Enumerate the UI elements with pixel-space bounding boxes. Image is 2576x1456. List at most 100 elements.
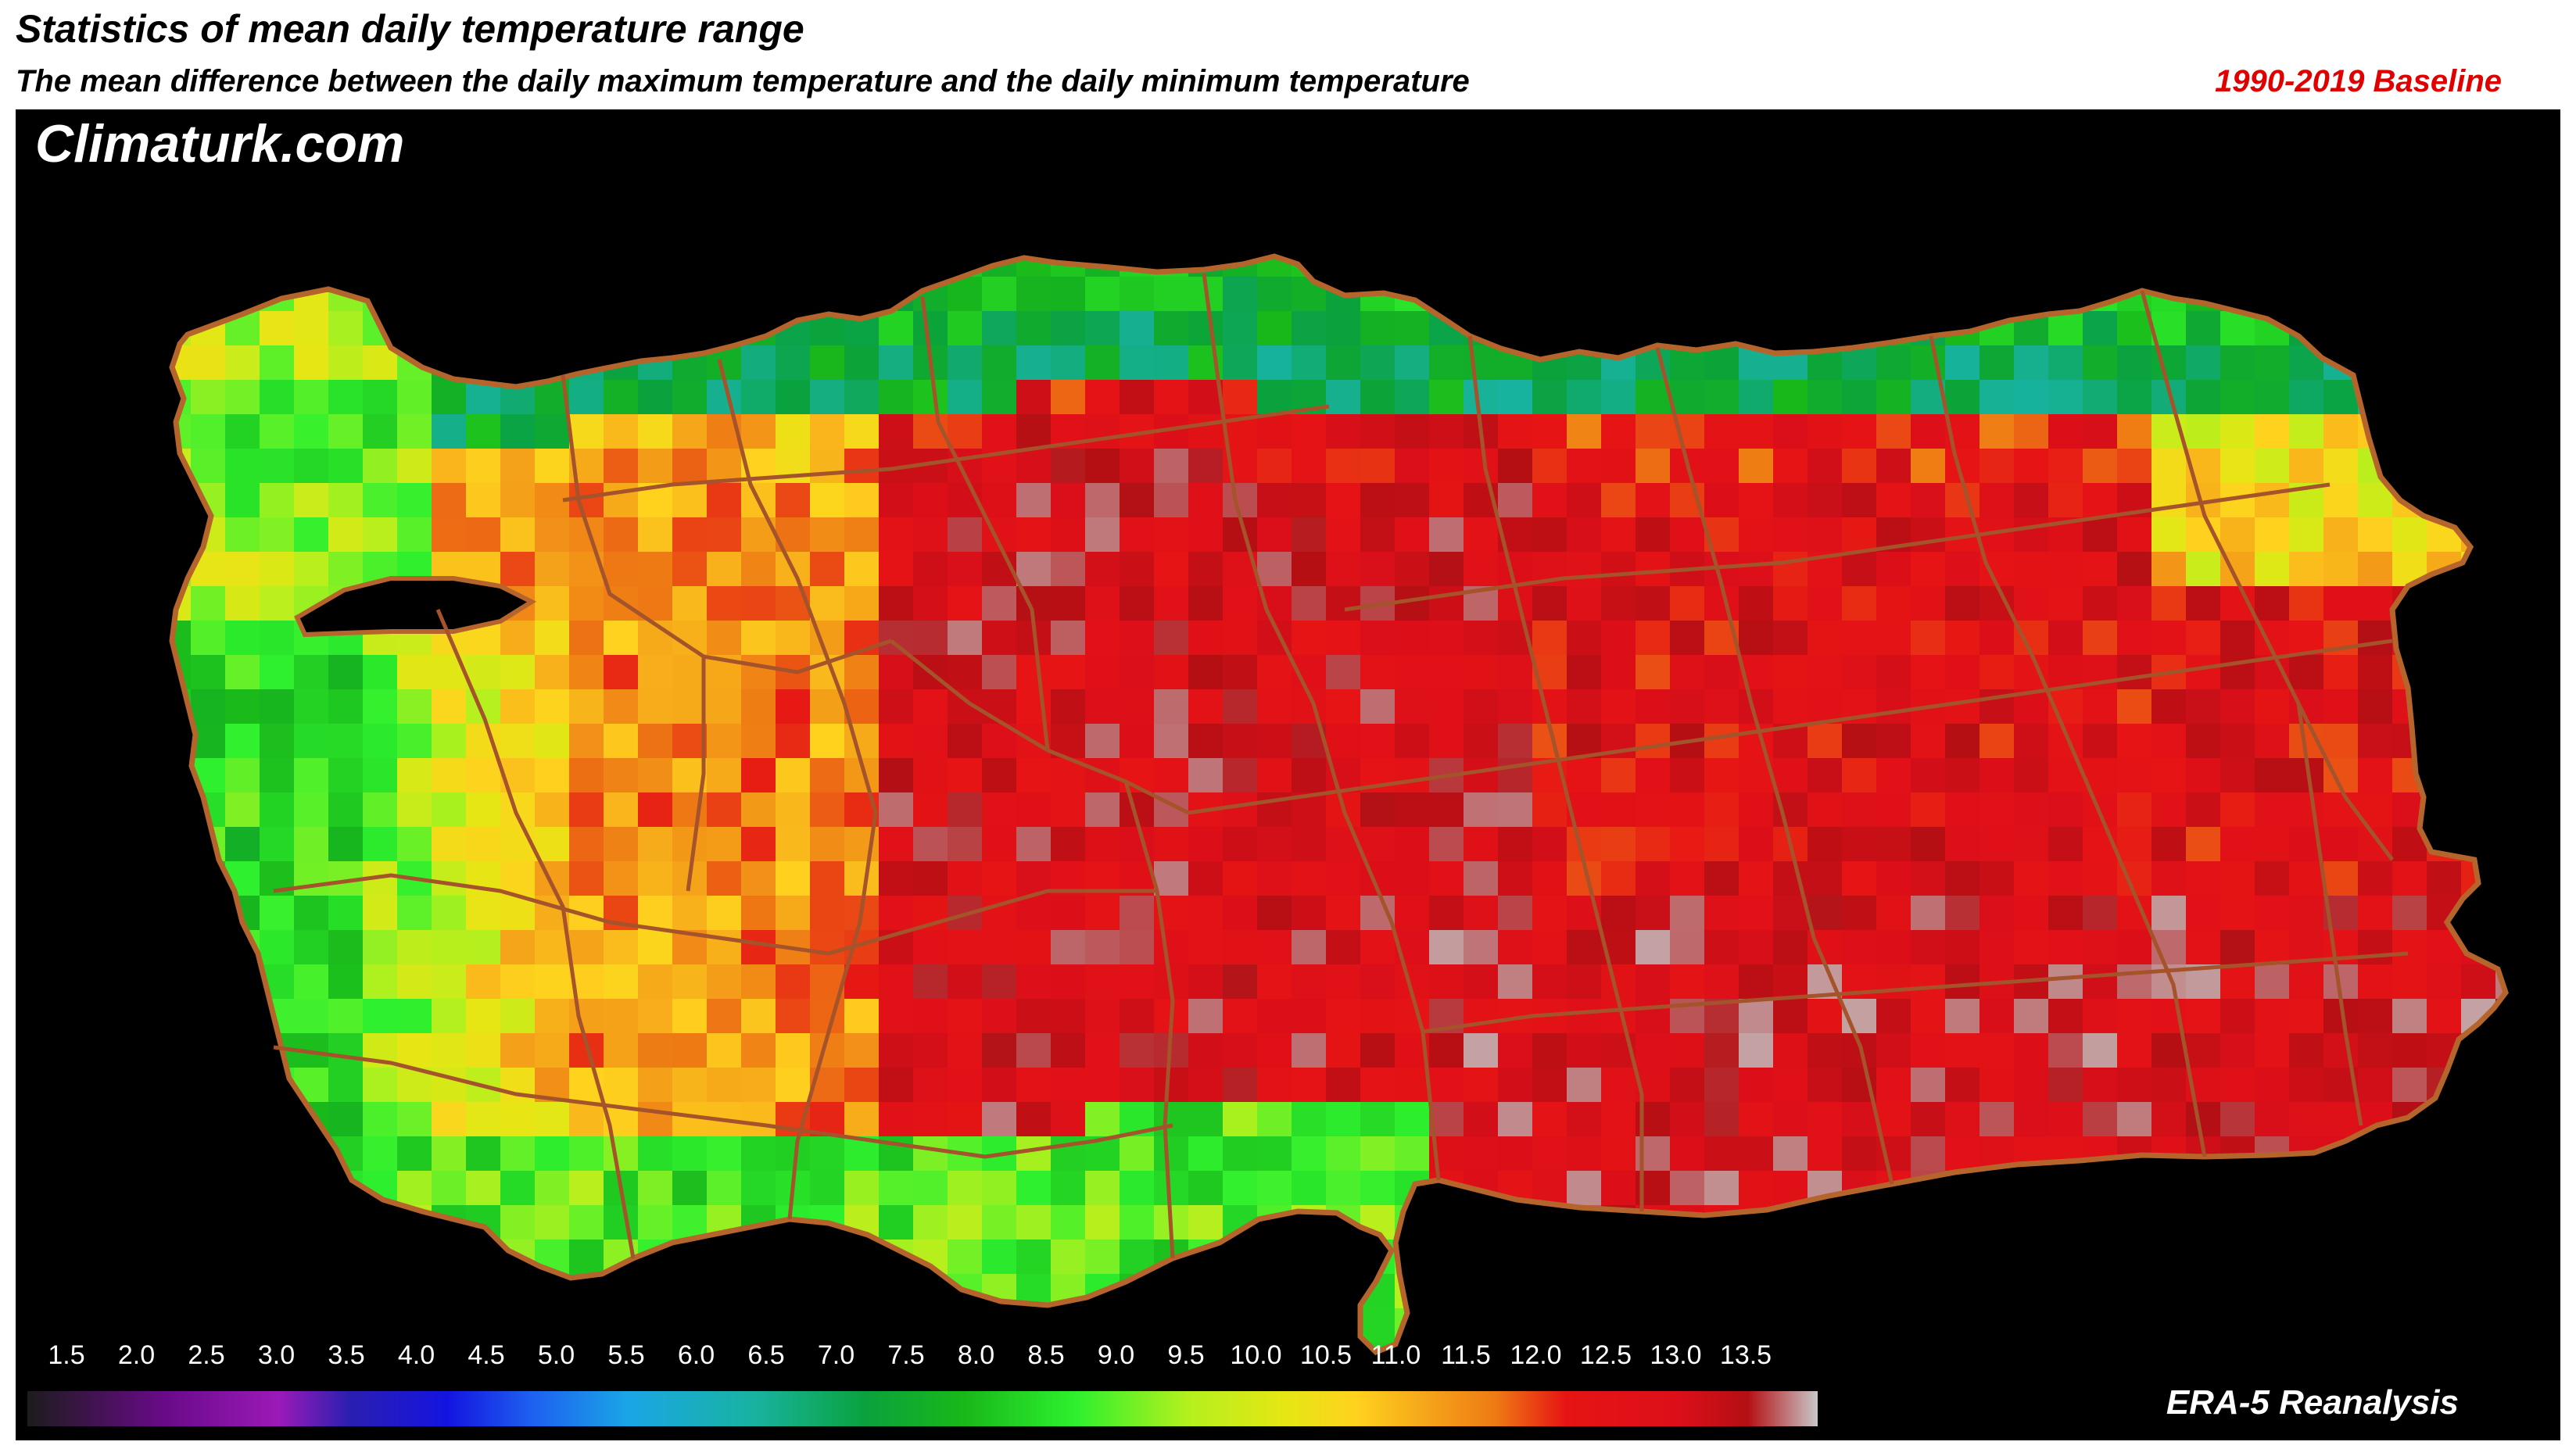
grid-cell xyxy=(500,517,536,553)
grid-cell xyxy=(2220,1343,2255,1352)
grid-cell xyxy=(1120,449,1155,484)
grid-cell xyxy=(1498,1240,1533,1275)
grid-cell xyxy=(879,483,914,518)
grid-cell xyxy=(500,1102,536,1137)
grid-cell xyxy=(1704,930,1739,965)
grid-cell xyxy=(2495,1102,2506,1137)
grid-cell xyxy=(1601,621,1636,656)
grid-cell xyxy=(1979,655,2015,690)
grid-cell xyxy=(225,1205,260,1240)
grid-cell xyxy=(672,1274,708,1309)
grid-cell xyxy=(328,1308,364,1343)
grid-cell xyxy=(948,792,983,828)
grid-cell xyxy=(1945,930,1980,965)
grid-cell xyxy=(191,414,226,449)
grid-cell xyxy=(1257,517,1292,553)
data-source-label: ERA-5 Reanalysis xyxy=(2166,1383,2459,1422)
grid-cell xyxy=(1498,1136,1533,1172)
grid-cell xyxy=(1945,380,1980,415)
grid-cell xyxy=(776,277,811,312)
grid-cell xyxy=(1051,964,1086,1000)
grid-cell xyxy=(294,758,329,793)
grid-cell xyxy=(2048,1033,2083,1068)
grid-cell xyxy=(1670,517,1705,553)
grid-cell xyxy=(535,999,570,1034)
grid-cell xyxy=(1704,483,1739,518)
grid-cell xyxy=(432,483,467,518)
grid-cell xyxy=(1670,930,1705,965)
grid-cell xyxy=(1223,1102,1258,1137)
grid-cell xyxy=(569,930,604,965)
grid-cell xyxy=(879,861,914,896)
grid-cell xyxy=(1257,1240,1292,1275)
grid-cell xyxy=(1945,345,1980,381)
grid-cell xyxy=(1636,1274,1671,1309)
grid-cell xyxy=(2117,414,2152,449)
grid-cell xyxy=(2255,483,2290,518)
grid-cell xyxy=(741,1102,776,1137)
grid-cell xyxy=(2117,256,2152,277)
grid-cell xyxy=(2461,380,2496,415)
grid-cell xyxy=(2255,930,2290,965)
grid-cell xyxy=(569,999,604,1034)
grid-cell xyxy=(1154,449,1189,484)
grid-cell xyxy=(776,999,811,1034)
grid-cell xyxy=(1911,930,1946,965)
grid-cell xyxy=(1876,1274,1911,1309)
grid-cell xyxy=(1567,414,1602,449)
province-border xyxy=(562,404,1330,503)
grid-cell xyxy=(363,1308,398,1343)
grid-cell xyxy=(776,1274,811,1309)
grid-cell xyxy=(569,724,604,759)
grid-cell xyxy=(1842,1240,1877,1275)
grid-cell xyxy=(1051,1205,1086,1240)
grid-cell xyxy=(2048,930,2083,965)
grid-cell xyxy=(2323,861,2359,896)
colorbar-label: 6.5 xyxy=(747,1340,785,1370)
grid-cell xyxy=(1636,896,1671,931)
grid-cell xyxy=(1395,999,1430,1034)
grid-cell xyxy=(879,311,914,346)
grid-cell xyxy=(879,689,914,724)
grid-cell xyxy=(2186,414,2221,449)
grid-cell xyxy=(638,311,673,346)
grid-cell xyxy=(2255,517,2290,553)
grid-cell xyxy=(2495,1033,2506,1068)
grid-cell xyxy=(1601,449,1636,484)
grid-cell xyxy=(397,1308,432,1343)
grid-cell xyxy=(225,1068,260,1103)
grid-cell xyxy=(1601,1308,1636,1343)
grid-cell xyxy=(2186,1240,2221,1275)
grid-cell xyxy=(2255,861,2290,896)
grid-cell xyxy=(1085,621,1120,656)
grid-cell xyxy=(844,380,880,415)
grid-cell xyxy=(1979,414,2015,449)
grid-cell xyxy=(1326,655,1361,690)
grid-cell xyxy=(1704,758,1739,793)
grid-cell xyxy=(1292,999,1327,1034)
grid-cell xyxy=(1567,621,1602,656)
province-border xyxy=(1342,812,1441,1181)
grid-cell xyxy=(810,758,845,793)
grid-cell xyxy=(1567,1068,1602,1103)
grid-cell xyxy=(1704,1171,1739,1206)
grid-cell xyxy=(1154,517,1189,553)
grid-cell xyxy=(1464,964,1499,1000)
grid-cell xyxy=(776,414,811,449)
grid-cell xyxy=(2289,256,2324,277)
grid-cell xyxy=(1498,1274,1533,1309)
grid-cell xyxy=(2495,1343,2506,1352)
grid-cell xyxy=(2461,256,2496,277)
grid-cell xyxy=(294,896,329,931)
grid-cell xyxy=(1876,930,1911,965)
baseline-label: 1990-2019 Baseline xyxy=(2215,64,2502,98)
grid-cell xyxy=(1876,896,1911,931)
grid-cell xyxy=(741,1136,776,1172)
grid-cell xyxy=(1257,483,1292,518)
grid-cell xyxy=(1842,896,1877,931)
grid-cell xyxy=(1945,758,1980,793)
grid-cell xyxy=(328,552,364,587)
grid-cell xyxy=(982,964,1017,1000)
grid-cell xyxy=(2048,1343,2083,1352)
grid-cell xyxy=(1704,449,1739,484)
